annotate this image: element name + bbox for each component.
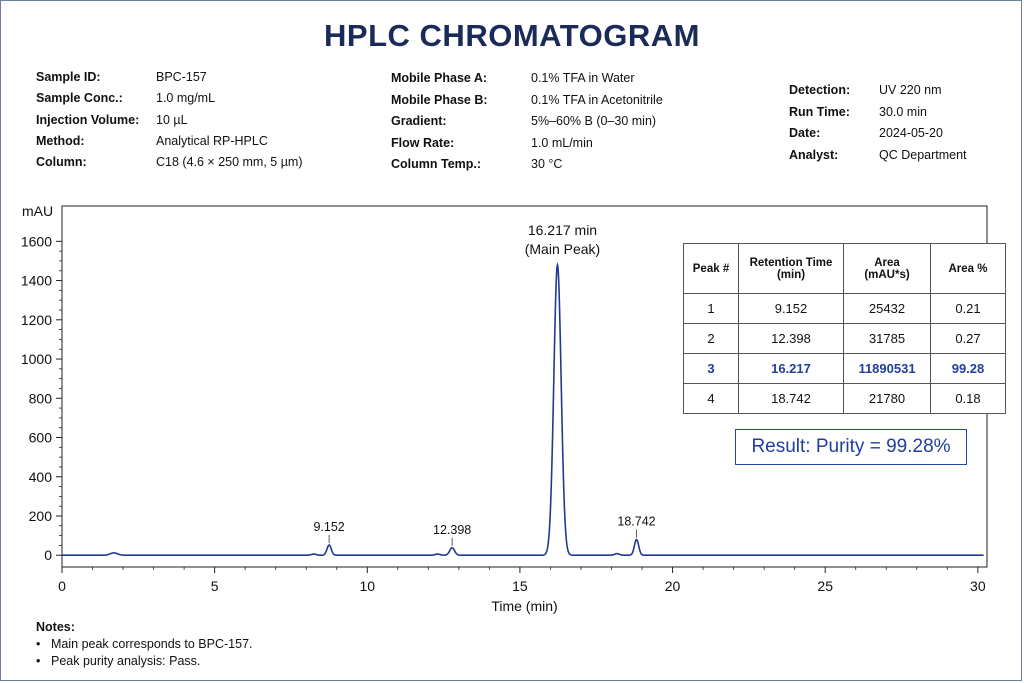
header-line: (mAU*s) xyxy=(864,268,910,281)
info-label: Gradient: xyxy=(391,114,447,128)
info-value: Analytical RP-HPLC xyxy=(156,133,268,148)
peak-table-header-cell: Peak # xyxy=(683,243,739,294)
y-tick-label: 1400 xyxy=(21,273,52,289)
y-tick-label: 600 xyxy=(29,430,53,446)
peak-table-cell: 16.217 xyxy=(738,353,844,384)
peak-table-row: 3 16.217 11890531 99.28 xyxy=(683,353,1006,384)
header-line: Retention Time xyxy=(749,256,833,269)
purity-result: Result: Purity = 99.28% xyxy=(735,429,967,465)
x-tick-label: 20 xyxy=(665,578,681,594)
info-value: 2024-05-20 xyxy=(879,126,943,140)
info-label: Analyst: xyxy=(789,147,839,162)
peak-table-cell: 3 xyxy=(683,353,739,384)
info-label: Column Temp.: xyxy=(391,157,482,171)
peak-table-cell: 25432 xyxy=(843,293,931,324)
peak-table-cell: 12.398 xyxy=(738,323,844,354)
chromatogram-trace xyxy=(62,262,984,557)
x-tick-label: 30 xyxy=(970,578,986,594)
peak-table-header-cell: Area % xyxy=(930,243,1006,294)
info-label: Mobile Phase A: xyxy=(391,71,488,85)
peak-table-cell: 99.28 xyxy=(930,353,1006,384)
y-tick-label: 0 xyxy=(44,547,52,563)
notes-heading: Notes: xyxy=(36,620,75,634)
header-line: Area % xyxy=(948,262,988,275)
header-line: Peak # xyxy=(692,262,730,275)
y-tick-label: 400 xyxy=(29,469,53,485)
peak-table-cell: 0.18 xyxy=(930,383,1006,414)
info-label: Sample ID: xyxy=(36,70,101,84)
y-axis-label: mAU xyxy=(22,203,53,219)
header-line: Area xyxy=(874,256,900,269)
main-peak-label: (Main Peak) xyxy=(525,241,600,257)
x-tick-label: 0 xyxy=(58,578,66,594)
info-label: Flow Rate: xyxy=(391,135,455,150)
peak-table-header-cell: Retention Time (min) xyxy=(738,243,844,294)
peak-label: 12.398 xyxy=(433,523,471,537)
y-tick-label: 1000 xyxy=(21,351,52,367)
info-label: Detection: xyxy=(789,83,851,97)
peak-table-row: 2 12.398 31785 0.27 xyxy=(683,323,1006,354)
x-tick-label: 25 xyxy=(817,578,833,594)
peak-table-cell: 21780 xyxy=(843,383,931,414)
info-value: 5%–60% B (0–30 min) xyxy=(531,114,657,128)
x-axis-label: Time (min) xyxy=(491,598,557,614)
info-label: Run Time: xyxy=(789,104,850,119)
info-value: 0.1% TFA in Water xyxy=(531,71,635,85)
y-tick-label: 1600 xyxy=(21,233,52,249)
info-value: 10 µL xyxy=(156,112,188,127)
info-label: Date: xyxy=(789,126,821,140)
peak-table-body: 1 9.152 25432 0.21 2 12.398 31785 0.27 3 16.217 11… xyxy=(683,293,1006,414)
note-item: Main peak corresponds to BPC-157. xyxy=(36,637,253,651)
peak-table-header-cell: Area (mAU*s) xyxy=(843,243,931,294)
x-tick-label: 15 xyxy=(512,578,528,594)
peak-table-cell: 11890531 xyxy=(843,353,931,384)
peak-table: Peak # Retention Time (min) Area (mAU*s) Area… xyxy=(683,243,1006,414)
peak-table-row: 1 9.152 25432 0.21 xyxy=(683,293,1006,324)
peak-labels: 9.152 12.398 18.742 16.217 min (Main Peak) xyxy=(313,222,656,546)
peak-table-cell: 18.742 xyxy=(738,383,844,414)
peak-label: 9.152 xyxy=(313,520,344,534)
info-value: 30 °C xyxy=(531,157,563,171)
info-value: 0.1% TFA in Acetonitrile xyxy=(531,92,663,107)
peak-table-cell: 0.21 xyxy=(930,293,1006,324)
peak-table-cell: 0.27 xyxy=(930,323,1006,354)
main-peak-label: 16.217 min xyxy=(528,222,597,238)
info-value: QC Department xyxy=(879,147,967,162)
peak-table-row: 4 18.742 21780 0.18 xyxy=(683,383,1006,414)
y-tick-label: 1200 xyxy=(21,312,52,328)
header-line: (min) xyxy=(776,268,806,281)
page-title: HPLC CHROMATOGRAM xyxy=(324,18,700,53)
info-label: Mobile Phase B: xyxy=(391,92,488,107)
peak-table-header: Peak # Retention Time (min) Area (mAU*s) Area… xyxy=(683,243,1006,294)
info-value: 1.0 mg/mL xyxy=(156,91,216,106)
notes: Notes: Main peak corresponds to BPC-157.… xyxy=(36,620,253,671)
x-tick-label: 10 xyxy=(359,578,375,594)
chart-axes: 0 200 400 600 800 1000 1200 1400 1600 0 5 10 15 20 25 3… xyxy=(21,203,988,614)
info-value: C18 (4.6 × 250 mm, 5 µm) xyxy=(156,155,303,170)
peak-table-cell: 4 xyxy=(683,383,739,414)
peak-label: 18.742 xyxy=(617,515,655,529)
note-item: Peak purity analysis: Pass. xyxy=(36,654,253,668)
info-value: 1.0 mL/min xyxy=(531,135,593,150)
info-label: Column: xyxy=(36,155,87,170)
peak-table-cell: 1 xyxy=(683,293,739,324)
info-value: 30.0 min xyxy=(879,104,927,119)
info-label: Method: xyxy=(36,133,85,148)
info-value: UV 220 nm xyxy=(879,83,942,97)
y-tick-label: 200 xyxy=(29,508,53,524)
info-value: BPC-157 xyxy=(156,70,207,84)
chromatogram-chart: 0 200 400 600 800 1000 1200 1400 1600 0 5 10 15 20 25 3… xyxy=(21,203,988,614)
peak-table-cell: 9.152 xyxy=(738,293,844,324)
info-label: Injection Volume: xyxy=(36,112,140,127)
y-tick-label: 800 xyxy=(29,390,53,406)
x-tick-label: 5 xyxy=(211,578,219,594)
info-label: Sample Conc.: xyxy=(36,91,123,106)
peak-table-cell: 2 xyxy=(683,323,739,354)
peak-table-cell: 31785 xyxy=(843,323,931,354)
